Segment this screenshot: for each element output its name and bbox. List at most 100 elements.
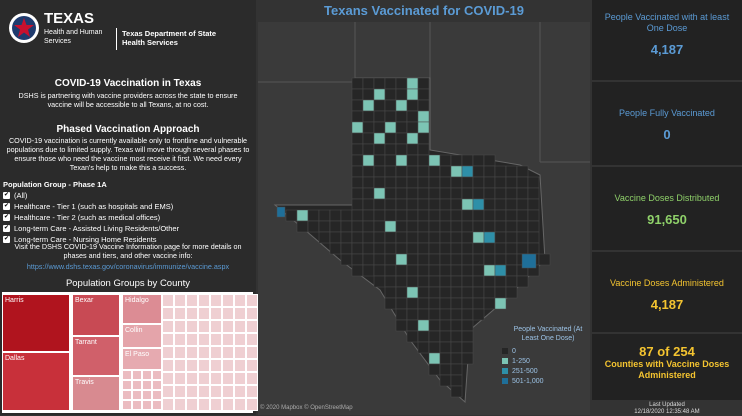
treemap-cell-small — [162, 398, 174, 411]
treemap-cell-small — [222, 398, 234, 411]
county — [494, 286, 507, 299]
county — [395, 231, 408, 244]
county — [450, 242, 463, 255]
county — [276, 206, 286, 218]
treemap-cell-small — [186, 320, 198, 333]
treemap-cell-small — [186, 294, 198, 307]
county — [406, 253, 419, 266]
county — [406, 176, 419, 189]
county — [417, 77, 430, 90]
county — [373, 154, 386, 167]
county — [428, 187, 441, 200]
filter-option[interactable]: ✔ (All) — [3, 190, 253, 201]
county — [483, 253, 496, 266]
checkbox[interactable]: ✔ — [3, 214, 10, 221]
treemap-cell-small — [234, 359, 246, 372]
county — [406, 297, 419, 310]
county — [428, 363, 441, 376]
county — [472, 187, 485, 200]
filter-option[interactable]: ✔ Healthcare - Tier 1 (such as hospitals … — [3, 201, 253, 212]
county — [439, 253, 452, 266]
county — [406, 330, 419, 343]
treemap-cell-small — [174, 320, 186, 333]
county — [373, 187, 386, 200]
county — [505, 198, 518, 211]
county — [351, 110, 364, 123]
kpi-value: 4,187 — [650, 42, 684, 57]
county — [516, 187, 529, 200]
treemap-cell-small — [142, 380, 152, 390]
checkbox[interactable]: ✔ — [3, 203, 10, 210]
county — [428, 253, 441, 266]
checkbox[interactable]: ✔ — [3, 192, 10, 199]
legend-swatch — [502, 368, 508, 374]
treemap-cell-small — [246, 294, 258, 307]
county — [417, 319, 430, 332]
county — [395, 77, 408, 90]
county — [472, 275, 485, 288]
updated-value: 12/18/2020 12:35:48 AM — [634, 409, 700, 415]
county — [362, 121, 375, 134]
county — [472, 308, 485, 321]
county — [450, 187, 463, 200]
county — [494, 220, 507, 233]
county — [483, 231, 496, 244]
county — [494, 253, 507, 266]
treemap-cell-small — [246, 385, 258, 398]
county — [461, 220, 474, 233]
county — [351, 176, 364, 189]
county — [461, 297, 474, 310]
county — [439, 154, 452, 167]
treemap-cell-small — [122, 390, 132, 400]
visit-link[interactable]: https://www.dshs.texas.gov/coronavirus/i… — [26, 262, 230, 271]
checkbox[interactable]: ✔ — [3, 225, 10, 232]
county — [428, 209, 441, 222]
county — [384, 253, 397, 266]
treemap-cell-small — [210, 398, 222, 411]
visit-text: Visit the DSHS COVID-19 Vaccine Informat… — [14, 242, 242, 260]
treemap-cell-small — [174, 385, 186, 398]
county — [395, 220, 408, 233]
checkbox[interactable]: ✔ — [3, 236, 10, 243]
county — [307, 220, 320, 233]
filter-option[interactable]: ✔ Long-term Care - Nursing Home Residents — [3, 234, 253, 245]
county — [450, 363, 463, 376]
treemap-cell-small — [210, 346, 222, 359]
county — [461, 264, 474, 277]
treemap-cell-small — [198, 398, 210, 411]
county — [362, 110, 375, 123]
county — [428, 242, 441, 255]
county — [362, 253, 375, 266]
filter-option[interactable]: ✔ Healthcare - Tier 2 (such as medical of… — [3, 212, 253, 223]
filter-option[interactable]: ✔ Long-term Care - Assisted Living Reside… — [3, 223, 253, 234]
county — [417, 209, 430, 222]
county — [395, 286, 408, 299]
county — [527, 176, 540, 189]
county — [406, 110, 419, 123]
county — [406, 242, 419, 255]
county — [472, 154, 485, 167]
treemap-cell-small — [210, 320, 222, 333]
county — [395, 297, 408, 310]
treemap-cell-small — [162, 346, 174, 359]
county — [373, 121, 386, 134]
county — [527, 187, 540, 200]
county — [461, 231, 474, 244]
county — [428, 176, 441, 189]
county — [395, 242, 408, 255]
county — [417, 165, 430, 178]
county — [373, 275, 386, 288]
county — [395, 121, 408, 134]
county — [450, 165, 463, 178]
attribution: © 2020 Mapbox © OpenStreetMap — [260, 405, 353, 411]
county — [483, 176, 496, 189]
county — [373, 99, 386, 112]
kpi-card: People Fully Vaccinated 0 — [592, 82, 742, 165]
county — [516, 242, 529, 255]
county — [450, 352, 463, 365]
treemap-cell-small — [162, 385, 174, 398]
kpi-card: Vaccine Doses Distributed 91,650 — [592, 167, 742, 250]
treemap-cell-small — [152, 370, 162, 380]
intro-title: COVID-19 Vaccination in Texas — [54, 78, 202, 89]
kpi-card: Vaccine Doses Administered 4,187 — [592, 252, 742, 332]
